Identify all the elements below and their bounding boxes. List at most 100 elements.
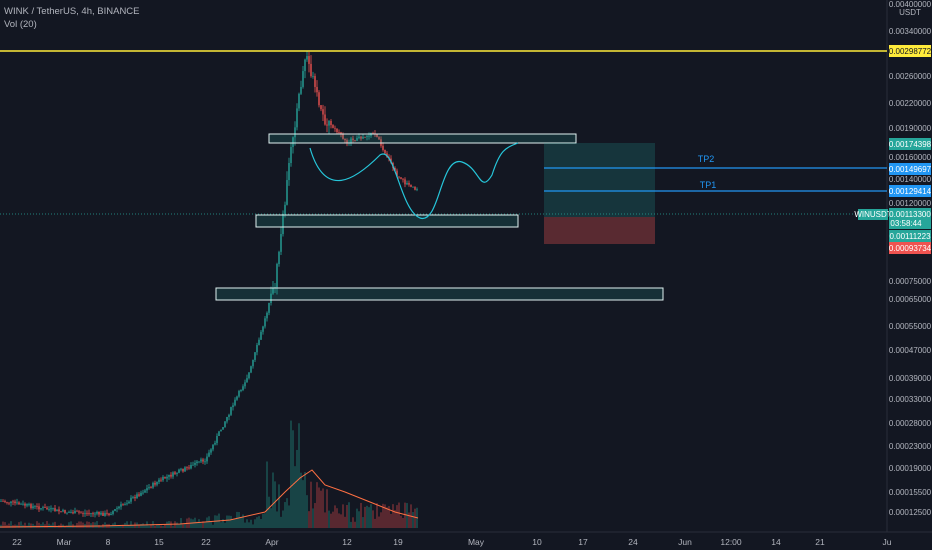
volume-bar — [104, 522, 106, 528]
candle-body — [306, 56, 308, 60]
candle-body — [234, 399, 236, 406]
candle-body — [412, 186, 414, 188]
candle-body — [264, 318, 266, 327]
candle-body — [288, 162, 290, 181]
volume-bar — [412, 512, 414, 528]
candle-body — [324, 114, 326, 125]
candle-body — [318, 92, 320, 106]
entry-price-tag: 0.00111223 — [889, 230, 931, 242]
volume-bar — [286, 498, 288, 528]
long-position-profit-zone[interactable] — [544, 143, 655, 217]
volume-bar — [314, 503, 316, 528]
volume-bar — [276, 511, 278, 528]
candle-body — [160, 479, 162, 481]
volume-bar — [392, 504, 394, 528]
candle-body — [124, 504, 126, 505]
volume-bar — [302, 480, 304, 528]
candle-body — [242, 386, 244, 391]
candle-body — [64, 510, 66, 514]
resistance-price-tag: 0.00298772 — [889, 45, 932, 57]
volume-bar — [250, 519, 252, 528]
volume-bar — [322, 488, 324, 528]
volume-bar — [158, 524, 160, 528]
candle-body — [294, 127, 296, 138]
candle-body — [406, 182, 408, 185]
candle-body — [170, 474, 172, 477]
volume-bar — [130, 521, 132, 528]
volume-bar — [236, 511, 238, 528]
candle-body — [192, 464, 194, 466]
volume-bar — [388, 506, 390, 528]
volume-bar — [230, 515, 232, 528]
candle-body — [122, 504, 124, 506]
volume-bar — [266, 461, 268, 528]
candle-body — [416, 189, 418, 190]
volume-bar — [98, 525, 100, 528]
volume-bar — [372, 510, 374, 528]
volume-bar — [274, 481, 276, 528]
candle-body — [284, 204, 286, 214]
volume-bar — [242, 514, 244, 528]
candle-body — [320, 105, 322, 110]
volume-bar — [160, 525, 162, 528]
candle-body — [240, 390, 242, 392]
volume-bar — [148, 525, 150, 528]
support-zone-lower[interactable] — [215, 287, 664, 301]
candle-body — [34, 505, 36, 507]
candle-body — [26, 504, 28, 506]
volume-bar — [42, 522, 44, 528]
candle-body — [362, 137, 364, 139]
candle-body — [38, 506, 40, 510]
volume-bar — [38, 522, 40, 528]
candle-body — [30, 504, 32, 509]
candle-body — [172, 472, 174, 477]
candle-body — [66, 512, 68, 514]
candle-body — [10, 501, 12, 504]
volume-bar — [228, 515, 230, 528]
long-position-loss-zone[interactable] — [544, 217, 655, 244]
candle-body — [220, 429, 222, 432]
svg-text:0.00093734: 0.00093734 — [889, 244, 932, 253]
volume-bar — [316, 482, 318, 528]
volume-bar — [200, 523, 202, 528]
candle-body — [2, 500, 4, 502]
candle-body — [366, 136, 368, 138]
candle-body — [194, 463, 196, 465]
candle-body — [404, 179, 406, 185]
candle-body — [304, 59, 306, 72]
volume-bar — [128, 524, 130, 528]
time-axis-tick-labels: 22 Mar 8 15 22 Apr 12 19 May 10 17 24 Jun 12:00 14 21 Ju — [12, 537, 891, 547]
volume-bar — [284, 502, 286, 528]
volume-bar — [298, 423, 300, 528]
volume-bar — [290, 420, 292, 528]
support-zone-mid[interactable] — [255, 214, 519, 228]
volume-bar — [332, 511, 334, 528]
candle-body — [144, 490, 146, 493]
volume-bar — [210, 521, 212, 528]
projected-price-path[interactable] — [309, 142, 519, 219]
volume-bar — [132, 525, 134, 528]
price-tick-label: 0.00033000 — [889, 395, 932, 404]
time-tick-label: 14 — [771, 537, 781, 547]
candle-body — [164, 476, 166, 479]
candle-body — [142, 492, 144, 494]
symbol-title[interactable]: WINK / TetherUS, 4h, BINANCE — [4, 6, 140, 17]
volume-indicator-label[interactable]: Vol (20) — [4, 19, 37, 30]
volume-bar — [300, 472, 302, 528]
volume-bar — [384, 504, 386, 528]
volume-bar — [220, 522, 222, 528]
candle-body — [376, 134, 378, 138]
volume-bar — [176, 522, 178, 528]
resistance-zone-upper[interactable] — [268, 133, 577, 144]
volume-bar — [380, 512, 382, 528]
volume-bar — [354, 521, 356, 528]
volume-bar — [28, 522, 30, 528]
volume-bar — [224, 522, 226, 528]
candle-body — [96, 511, 98, 514]
volume-bar — [376, 503, 378, 528]
candle-body — [114, 509, 116, 511]
volume-bar — [260, 519, 262, 528]
price-tick-label: 0.00039000 — [889, 374, 932, 383]
candlestick-series — [0, 50, 418, 518]
